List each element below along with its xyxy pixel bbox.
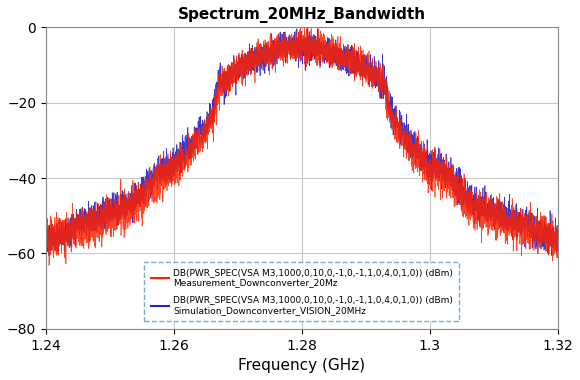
X-axis label: Frequency (GHz): Frequency (GHz) bbox=[238, 358, 365, 373]
Legend: DB(PWR_SPEC(VSA M3,1000,0,10,0,-1,0,-1,1,0,4,0,1,0)) (dBm)
Measurement_Downconve: DB(PWR_SPEC(VSA M3,1000,0,10,0,-1,0,-1,1… bbox=[144, 262, 459, 321]
Title: Spectrum_20MHz_Bandwidth: Spectrum_20MHz_Bandwidth bbox=[177, 7, 426, 23]
